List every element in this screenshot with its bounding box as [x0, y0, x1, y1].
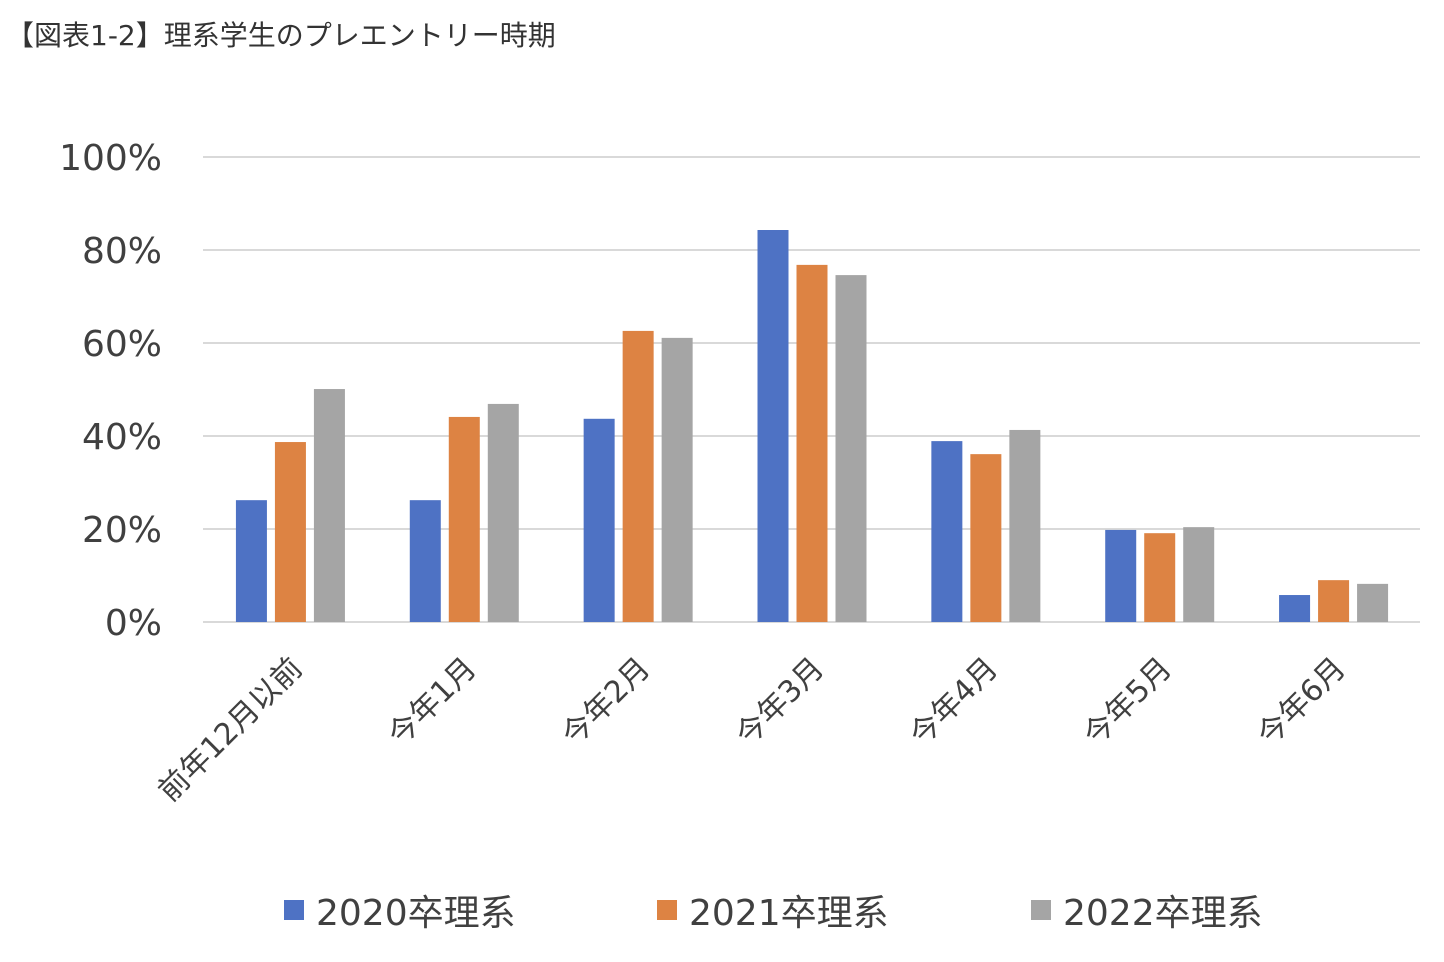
bar-2021卒理系-前年12月以前 [274, 442, 306, 622]
x-tick-label: 今年2月 [555, 651, 657, 753]
bar-2020卒理系-今年4月 [931, 441, 963, 622]
bar-2022卒理系-今年1月 [487, 403, 519, 622]
bar-2022卒理系-今年2月 [661, 337, 693, 622]
bar-2022卒理系-今年4月 [1009, 429, 1041, 622]
legend-swatch [1031, 900, 1051, 920]
x-tick-label: 今年4月 [903, 651, 1005, 753]
bar-2020卒理系-今年1月 [409, 500, 441, 622]
legend-swatch [284, 900, 304, 920]
y-tick-label: 60% [82, 324, 162, 365]
x-tick-label: 今年1月 [382, 651, 484, 753]
bar-2021卒理系-今年4月 [970, 454, 1002, 622]
legend-label: 2021卒理系 [689, 893, 889, 934]
bar-2022卒理系-今年6月 [1357, 583, 1389, 622]
bar-2020卒理系-今年6月 [1279, 595, 1311, 622]
bar-2022卒理系-前年12月以前 [313, 389, 345, 622]
bar-2020卒理系-今年5月 [1105, 529, 1137, 622]
legend-swatch [657, 900, 677, 920]
y-tick-label: 100% [59, 138, 162, 179]
bar-2021卒理系-今年5月 [1144, 533, 1176, 622]
bar-2022卒理系-今年3月 [835, 275, 867, 622]
bar-2022卒理系-今年5月 [1183, 527, 1215, 622]
bar-2020卒理系-今年3月 [757, 230, 789, 622]
legend-label: 2022卒理系 [1063, 893, 1263, 934]
y-tick-label: 0% [105, 603, 162, 644]
bar-2020卒理系-前年12月以前 [235, 500, 267, 622]
y-tick-label: 40% [82, 417, 162, 458]
x-tick-label: 前年12月以前 [152, 651, 310, 809]
y-tick-label: 20% [82, 510, 162, 551]
x-tick-label: 今年6月 [1251, 651, 1353, 753]
x-tick-label: 今年5月 [1077, 651, 1179, 753]
bar-2021卒理系-今年3月 [796, 264, 828, 622]
bar-2020卒理系-今年2月 [583, 418, 615, 622]
bar-2021卒理系-今年2月 [622, 330, 654, 622]
legend-label: 2020卒理系 [316, 893, 516, 934]
bar-2021卒理系-今年6月 [1318, 580, 1350, 622]
y-tick-label: 80% [82, 231, 162, 272]
x-tick-label: 今年3月 [729, 651, 831, 753]
chart-title: 【図表1-2】理系学生のプレエントリー時期 [6, 19, 556, 52]
bar-2021卒理系-今年1月 [448, 416, 480, 622]
